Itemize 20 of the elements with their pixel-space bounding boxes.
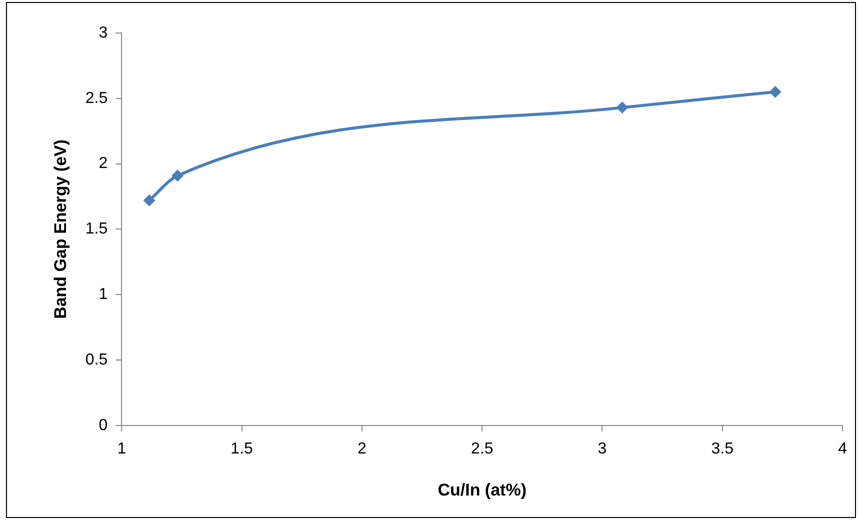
y-tick-label: 0.5 xyxy=(85,351,108,368)
y-tick-label: 1 xyxy=(98,286,108,304)
y-tick-label: 3 xyxy=(98,24,108,42)
point xyxy=(172,170,184,182)
x-tick-label: 2 xyxy=(357,440,366,458)
x-tick-label: 3 xyxy=(598,440,607,458)
x-tick-label: 3.5 xyxy=(711,440,734,458)
x-tick-label: 2.5 xyxy=(470,440,494,458)
y-tick-label: 2 xyxy=(98,155,108,172)
y-axis-title: Band Gap Energy (eV) xyxy=(50,139,70,319)
x-tick-label: 1 xyxy=(117,440,126,458)
point xyxy=(616,102,628,114)
point xyxy=(769,86,782,98)
x-axis-title: Cu/In (at%) xyxy=(438,480,526,500)
y-tick-label: 0 xyxy=(98,416,108,434)
x-tick-label: 1.5 xyxy=(230,440,254,458)
y-tick-label: 1.5 xyxy=(85,220,108,238)
x-tick-label: 4 xyxy=(838,440,848,458)
y-tick-label: 2.5 xyxy=(85,90,108,107)
point xyxy=(143,194,156,206)
